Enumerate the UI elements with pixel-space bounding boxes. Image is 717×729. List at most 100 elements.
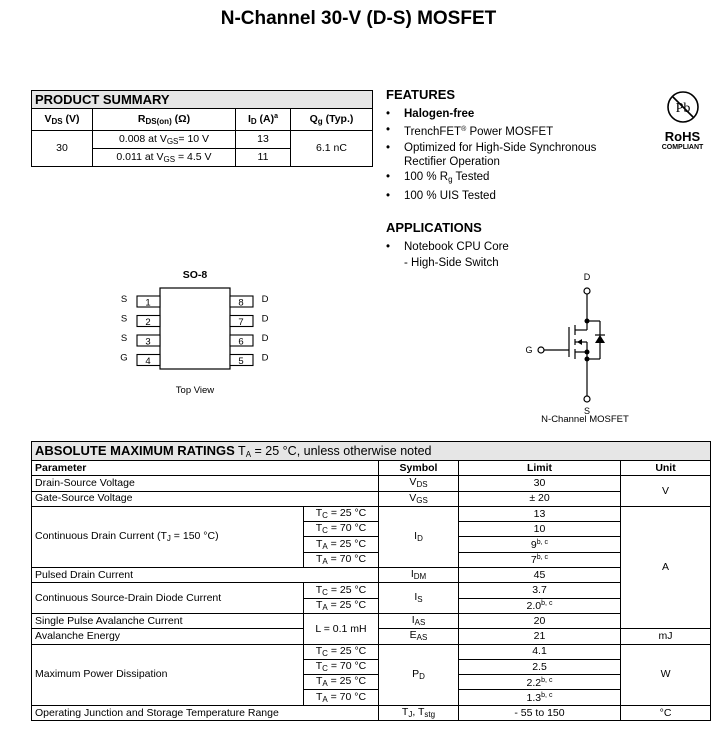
pin-number: 2 [145, 317, 150, 328]
rohs-badge: Pb RoHS COMPLIANT [655, 90, 710, 151]
table-row: Drain-Source Voltage VDS 30 V [31, 475, 712, 507]
page-title: N-Channel 30-V (D-S) MOSFET [220, 8, 497, 29]
mosfet-schematic: D G S [525, 272, 605, 416]
parameter-cell: Pulsed Drain Current [31, 567, 379, 584]
pin-number: 3 [145, 337, 150, 348]
pin [229, 334, 254, 347]
product-summary-title: PRODUCT SUMMARY [30, 90, 374, 109]
condition-cell: TC = 25 °C [303, 505, 379, 523]
symbol-cell: PD [378, 643, 459, 706]
parameter-cell: Single Pulse Avalanche Current [31, 612, 304, 630]
pin-name: D [262, 314, 269, 325]
pin-name: G [120, 353, 127, 364]
features-section: FEATURES • Halogen-free • TrenchFET® Power… [386, 87, 646, 204]
pin-name: D [262, 353, 269, 364]
header-parameter: Parameter [31, 459, 379, 477]
symbol-cell: IS [378, 582, 459, 614]
header-limit: Limit [458, 459, 621, 477]
table-row: TA = 25 °C 9b, c [32, 536, 711, 553]
header-symbol: Symbol [378, 459, 459, 477]
parameter-cell: Gate-Source Voltage [31, 490, 379, 507]
rohs-label: RoHS [664, 129, 701, 144]
symbol-cell: IAS [378, 612, 459, 630]
limit-cell: 30 [458, 475, 621, 492]
table-row: Maximum Power Dissipation TC = 25 °C PD 4.1… [31, 643, 712, 706]
package-name: SO-8 [183, 269, 208, 281]
pin-number: 4 [145, 356, 150, 367]
header-unit: Unit [619, 459, 712, 477]
symbol-cell: IDM [378, 567, 459, 584]
svg-text:Pb: Pb [675, 101, 690, 116]
so8-package-diagram: SO-8 1 S 2 S 3 S 4 G 8 D 7 D 6 D 5 D Top View [110, 262, 280, 402]
limit-cell: 45 [458, 567, 621, 584]
rds-value: 0.008 at VGS= 10 V [92, 130, 236, 149]
unit-cell: °C [619, 704, 712, 722]
condition-cell: TA = 25 °C [303, 536, 379, 553]
condition-cell: TC = 70 °C [303, 521, 379, 538]
product-summary-table: PRODUCT SUMMARY VDS (V) RDS(on) (Ω) ID (… [30, 90, 374, 167]
symbol-cell: ID [378, 505, 459, 569]
rohs-sublabel: COMPLIANT [661, 144, 704, 151]
parameter-cell: Continuous Source-Drain Diode Current [31, 582, 304, 614]
table-row: Operating Junction and Storage Temperatu… [31, 704, 712, 722]
condition-cell: L = 0.1 mH [303, 612, 379, 645]
table-row: TA = 25 °C 2.0b, c [32, 597, 711, 614]
pb-free-icon: Pb [666, 91, 699, 123]
limit-cell: 2.0b, c [458, 597, 621, 614]
limit-cell: 10 [458, 521, 621, 538]
header-qg: Qg (Typ.) [289, 108, 374, 131]
package-body [159, 287, 231, 370]
feature-item: • Optimized for High-Side Synchronous Rec… [386, 142, 597, 168]
applications-section: APPLICATIONS • Notebook CPU Core - High-S… [386, 220, 509, 271]
pin-number: 6 [238, 337, 243, 348]
parameter-cell: Maximum Power Dissipation [31, 643, 304, 706]
gate-label: G [525, 345, 532, 355]
table-row: Pulsed Drain Current IDM 45 [31, 567, 711, 584]
pin-number: 5 [238, 356, 243, 367]
parameter-cell: Drain-Source Voltage [31, 475, 379, 492]
parameter-cell: Operating Junction and Storage Temperatu… [31, 704, 379, 722]
limit-cell: 3.7 [458, 582, 621, 599]
limit-cell: 2.5 [458, 658, 621, 676]
unit-cell: A [619, 505, 712, 630]
drain-label: D [584, 272, 591, 282]
condition-cell: TC = 70 °C [303, 658, 379, 676]
pin [136, 334, 161, 347]
pin [229, 295, 254, 308]
limit-cell: ± 20 [458, 490, 621, 507]
qg-value: 6.1 nC [289, 130, 374, 167]
symbol-cell: VDS [378, 475, 459, 492]
source-label: S [584, 406, 590, 416]
pin [136, 314, 161, 328]
unit-cell: W [619, 643, 712, 706]
applications-title: APPLICATIONS [386, 220, 482, 235]
unit-cell: mJ [619, 628, 712, 645]
condition-cell: TC = 25 °C [303, 582, 379, 599]
table-row: TC = 70 °C 2.5 [32, 658, 711, 676]
condition-cell: TA = 70 °C [303, 551, 379, 569]
symbol-cell: VGS [378, 490, 459, 507]
package-caption: Top View [176, 385, 215, 396]
pin [136, 353, 161, 367]
table-row: Gate-Source Voltage VGS ± 20 [31, 490, 711, 507]
application-item: • Notebook CPU Core [386, 241, 509, 253]
condition-cell: TA = 25 °C [303, 674, 379, 691]
header-id: ID (A)a [235, 108, 291, 131]
condition-cell: TA = 25 °C [303, 597, 379, 614]
feature-item: • 100 % Rg Tested [386, 171, 490, 184]
limit-cell: 7b, c [458, 551, 621, 569]
id-value: 13 [235, 130, 291, 149]
limit-cell: 2.2b, c [458, 674, 621, 691]
parameter-cell: Avalanche Energy [31, 628, 304, 645]
symbol-cell: TJ, Tstg [378, 704, 459, 722]
pin-name: D [262, 333, 269, 344]
header-vds: VDS (V) [31, 108, 93, 131]
pin [229, 353, 254, 367]
limit-cell: - 55 to 150 [458, 704, 621, 722]
limit-cell: 13 [458, 505, 621, 523]
pin-name: S [121, 333, 127, 344]
vds-value: 30 [31, 130, 93, 167]
table-row: TA = 25 °C 2.2b, c [32, 674, 711, 691]
limit-cell: 21 [458, 628, 621, 645]
table-row: Continuous Drain Current (TJ = 150 °C) TC… [31, 505, 712, 630]
